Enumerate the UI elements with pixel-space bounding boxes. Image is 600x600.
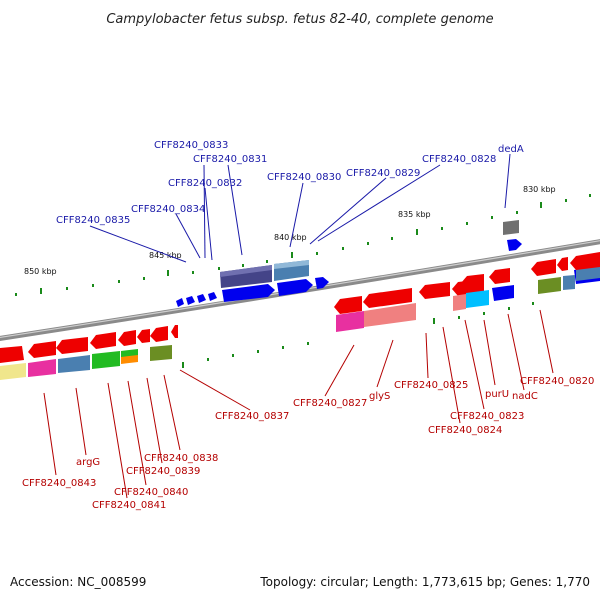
gene-label-cff8240-0831: CFF8240_0831: [193, 154, 267, 165]
gene-label-cff8240-0827: CFF8240_0827: [293, 398, 367, 409]
gene-arrow-forward: [197, 294, 206, 303]
gene-arrow-forward: [208, 292, 217, 301]
gene-label-puru: purU: [485, 389, 509, 400]
gene-label-cff8240-0840: CFF8240_0840: [114, 487, 188, 498]
gene-arrow-forward: [277, 279, 313, 296]
gene-arrow-forward: [507, 239, 522, 251]
gene-arrow-forward: [315, 277, 329, 289]
reverse-annotations: [0, 290, 489, 380]
gene-label-cff8240-0839: CFF8240_0839: [126, 466, 200, 477]
map-title: Campylobacter fetus subsp. fetus 82-40, …: [106, 12, 493, 27]
gene-arrow-forward: [492, 285, 514, 301]
leader-lines-top: [89, 153, 511, 263]
gene-label-cff8240-0829: CFF8240_0829: [346, 168, 420, 179]
gene-label-cff8240-0833: CFF8240_0833: [154, 140, 228, 151]
gene-label-cff8240-0841: CFF8240_0841: [92, 500, 166, 511]
accession-text: Accession: NC_008599: [10, 575, 146, 589]
scale-ticks-top: [15, 194, 591, 296]
gene-label-cff8240-0824: CFF8240_0824: [428, 425, 502, 436]
scale-label-845: 845 kbp: [149, 251, 182, 260]
leader-lines-bottom: [43, 309, 554, 499]
scale-ticks-bottom: [182, 302, 534, 368]
gene-label-cff8240-0832: CFF8240_0832: [168, 178, 242, 189]
gene-label-cff8240-0828: CFF8240_0828: [422, 154, 496, 165]
gene-label-cff8240-0830: CFF8240_0830: [267, 172, 341, 183]
forward-genes: [176, 239, 600, 307]
gene-arrow-forward: [176, 298, 184, 307]
forward-annotations: [220, 220, 600, 294]
gene-label-cff8240-0835: CFF8240_0835: [56, 215, 130, 226]
gene-label-nadc: nadC: [512, 391, 538, 402]
genome-summary-text: Topology: circular; Length: 1,773,615 bp…: [259, 575, 590, 589]
gene-label-cff8240-0825: CFF8240_0825: [394, 380, 468, 391]
gene-label-cff8240-0820: CFF8240_0820: [520, 376, 594, 387]
scale-label-835: 835 kbp: [398, 210, 431, 219]
gene-arrow-forward: [186, 296, 195, 305]
scale-label-840: 840 kbp: [274, 233, 307, 242]
scale-label-850: 850 kbp: [24, 267, 57, 276]
gene-label-cff8240-0834: CFF8240_0834: [131, 204, 205, 215]
scale-label-830: 830 kbp: [523, 185, 556, 194]
gene-arrow-forward: [222, 284, 275, 302]
gene-label-cff8240-0823: CFF8240_0823: [450, 411, 524, 422]
gene-label-glys: glyS: [369, 391, 390, 402]
gene-label-argg: argG: [76, 457, 100, 468]
gene-label-cff8240-0843: CFF8240_0843: [22, 478, 96, 489]
gene-label-cff8240-0837: CFF8240_0837: [215, 411, 289, 422]
gene-label-cff8240-0838: CFF8240_0838: [144, 453, 218, 464]
reverse-genes: [0, 252, 600, 363]
gene-label-deda: dedA: [498, 144, 524, 155]
